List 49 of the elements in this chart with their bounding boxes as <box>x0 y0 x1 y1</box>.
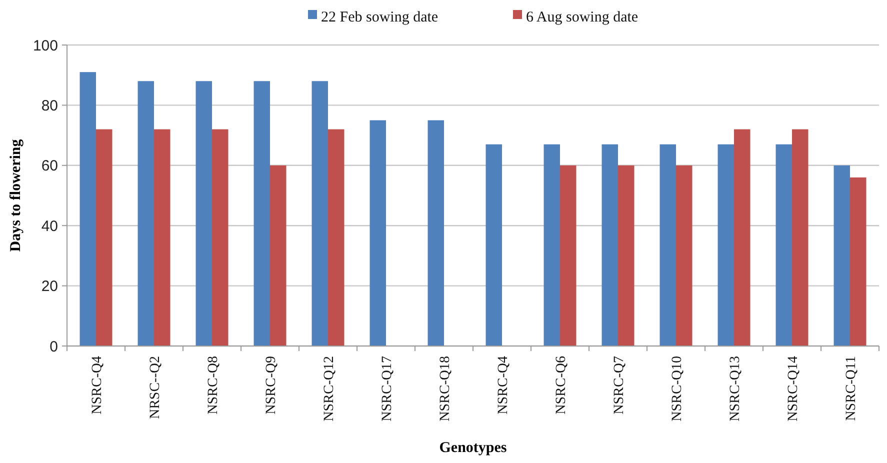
bar <box>270 165 286 346</box>
x-tick-label: NSRC-Q7 <box>612 356 627 414</box>
bar <box>370 120 386 346</box>
x-tick-label: NSRC-Q8 <box>206 356 221 414</box>
bar <box>328 129 344 346</box>
x-tick-label: NSRC-Q11 <box>844 356 859 421</box>
bar <box>718 144 734 346</box>
bar <box>544 144 560 346</box>
bar <box>792 129 808 346</box>
x-tick-label: NSRC-Q9 <box>264 356 279 414</box>
y-tick-label: 0 <box>50 338 58 356</box>
y-tick-label: 60 <box>41 158 58 175</box>
x-tick-label: NSRC-Q17 <box>380 356 395 422</box>
x-tick-label: NSRC-Q18 <box>438 356 453 422</box>
bar <box>154 129 170 346</box>
x-tick-label: NSRC-Q14 <box>786 356 801 422</box>
legend-label: 6 Aug sowing date <box>526 9 638 26</box>
x-tick-label: NRSC--Q2 <box>148 356 163 420</box>
bar <box>196 81 212 346</box>
x-tick-label: NSRC-Q4 <box>90 356 105 414</box>
bar <box>96 129 112 346</box>
bar <box>428 120 444 346</box>
bar <box>602 144 618 346</box>
bar <box>850 177 866 346</box>
legend-label: 22 Feb sowing date <box>321 9 438 26</box>
bar <box>212 129 228 346</box>
bar <box>254 81 270 346</box>
bar <box>486 144 502 346</box>
y-tick-label: 100 <box>32 37 58 54</box>
x-tick-label: NSRC-Q12 <box>322 356 337 422</box>
bar <box>560 165 576 346</box>
bar <box>734 129 750 346</box>
x-tick-label: NSRC-Q4 <box>496 356 511 414</box>
y-tick-label: 20 <box>41 278 58 296</box>
bar <box>618 165 634 346</box>
bar <box>312 81 328 346</box>
x-tick-label: NSRC-Q6 <box>554 356 569 414</box>
x-tick-label: NSRC-Q13 <box>728 356 743 422</box>
bar <box>834 165 850 346</box>
bar <box>676 165 692 346</box>
bar <box>660 144 676 346</box>
y-tick-label: 80 <box>41 97 58 114</box>
bar <box>776 144 792 346</box>
y-axis-title: Days to flowering <box>8 138 24 252</box>
x-axis-title: Genotypes <box>439 440 507 456</box>
bar <box>138 81 154 346</box>
y-tick-label: 40 <box>41 218 58 235</box>
x-tick-label: NSRC-Q10 <box>670 356 685 422</box>
bar <box>80 72 96 346</box>
